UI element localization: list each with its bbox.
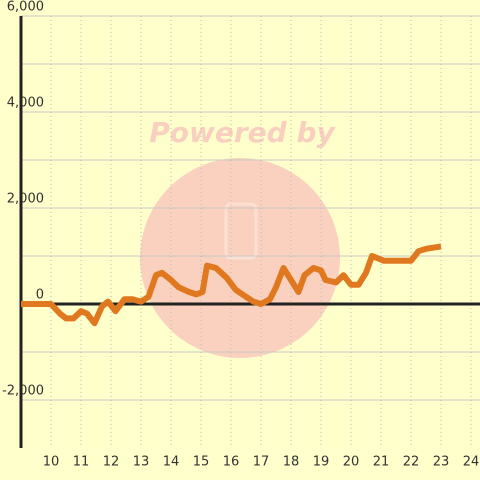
x-tick-label: 21	[373, 455, 390, 470]
y-tick-label: 4,000	[7, 96, 44, 111]
x-tick-label: 18	[283, 455, 300, 470]
x-tick-label: 16	[223, 455, 240, 470]
y-tick-label: 6,000	[7, 0, 44, 15]
x-tick-label: 14	[163, 455, 180, 470]
x-tick-label: 17	[253, 455, 270, 470]
x-tick-label: 15	[193, 455, 210, 470]
watermark-icon	[224, 202, 258, 260]
x-tick-label: 24	[463, 455, 480, 470]
line-series	[21, 243, 442, 327]
x-tick-label: 19	[313, 455, 330, 470]
x-tick-label: 20	[343, 455, 360, 470]
y-tick-label: 2,000	[7, 192, 44, 207]
x-tick-label: 10	[43, 455, 60, 470]
x-tick-label: 12	[103, 455, 120, 470]
x-tick-label: 23	[433, 455, 450, 470]
x-tick-label: 13	[133, 455, 150, 470]
y-tick-label: -2,000	[2, 384, 44, 399]
x-tick-label: 22	[403, 455, 420, 470]
y-tick-label: 0	[36, 288, 44, 303]
x-tick-label: 11	[73, 455, 90, 470]
watermark-text: Powered by	[149, 116, 336, 149]
